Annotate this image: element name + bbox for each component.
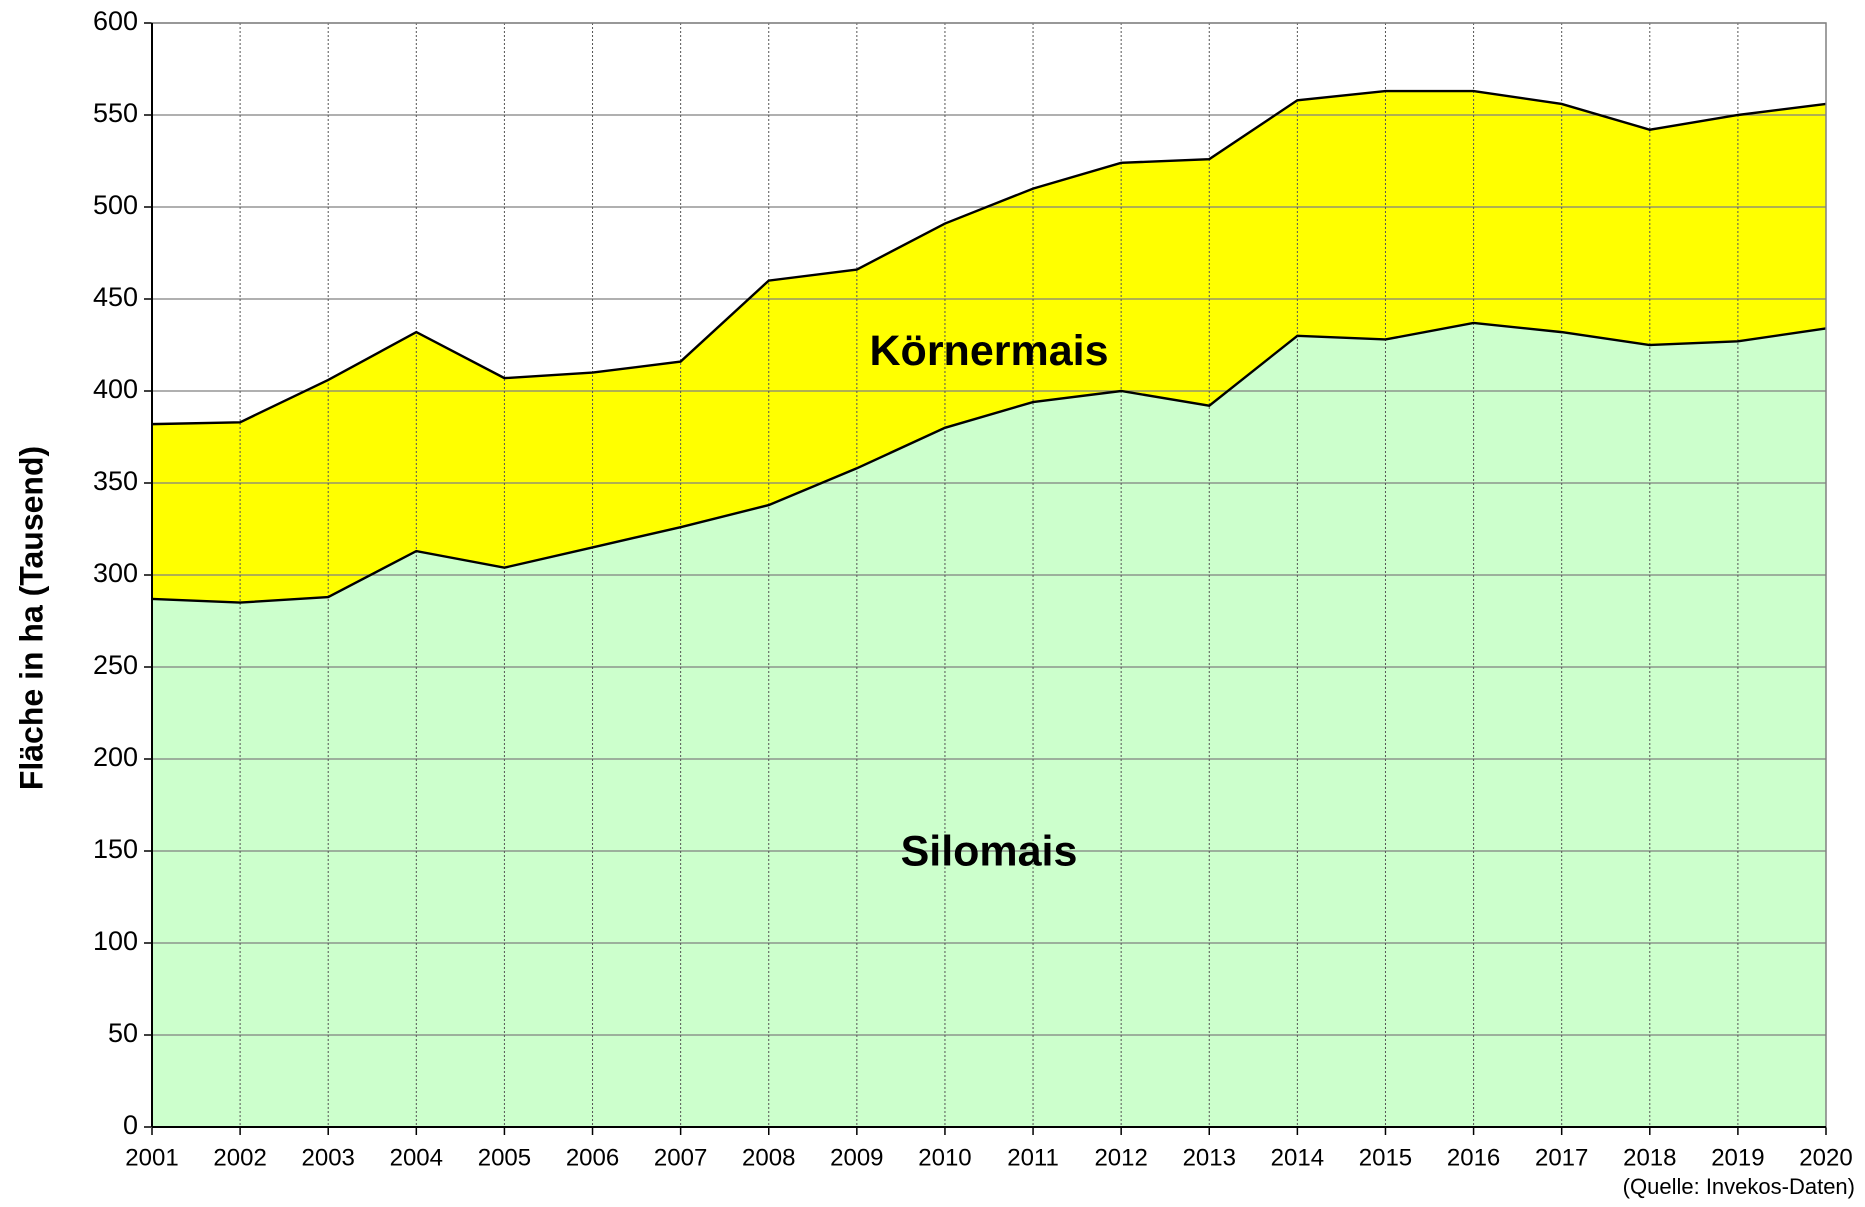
y-tick-label: 250 (93, 650, 138, 680)
area (152, 91, 1826, 603)
y-tick-label: 150 (93, 834, 138, 864)
x-tick-label: 2005 (478, 1144, 531, 1171)
x-tick-label: 2009 (830, 1144, 883, 1171)
y-tick-label: 0 (123, 1110, 138, 1140)
x-tick-label: 2007 (654, 1144, 707, 1171)
x-tick-label: 2001 (125, 1144, 178, 1171)
series-line (151, 89, 1827, 426)
y-tick-label: 400 (93, 374, 138, 404)
series-label: Silomais (901, 827, 1078, 875)
source-note: (Quelle: Invekos-Daten) (1623, 1174, 1855, 1199)
x-tick-label: 2016 (1447, 1144, 1500, 1171)
x-tick-label: 2013 (1183, 1144, 1236, 1171)
x-tick-label: 2019 (1711, 1144, 1764, 1171)
x-tick-label: 2010 (918, 1144, 971, 1171)
y-tick-label: 350 (93, 466, 138, 496)
y-tick-label: 550 (93, 98, 138, 128)
x-tick-label: 2018 (1623, 1144, 1676, 1171)
y-tick-label: 600 (93, 6, 138, 36)
y-tick-label: 100 (93, 926, 138, 956)
x-tick-label: 2002 (213, 1144, 266, 1171)
y-tick-label: 300 (93, 558, 138, 588)
y-tick-label: 50 (108, 1018, 138, 1048)
y-axis-label: Fläche in ha (Tausend) (13, 446, 49, 790)
x-tick-label: 2003 (302, 1144, 355, 1171)
x-tick-label: 2017 (1535, 1144, 1588, 1171)
area (152, 322, 1826, 1127)
x-tick-label: 2006 (566, 1144, 619, 1171)
x-tick-label: 2012 (1094, 1144, 1147, 1171)
x-tick-label: 2008 (742, 1144, 795, 1171)
y-tick-label: 450 (93, 282, 138, 312)
series-line (151, 321, 1827, 604)
series-label: Körnermais (870, 327, 1109, 375)
y-tick-label: 200 (93, 742, 138, 772)
x-tick-label: 2014 (1271, 1144, 1324, 1171)
x-tick-label: 2015 (1359, 1144, 1412, 1171)
x-tick-label: 2004 (390, 1144, 443, 1171)
x-tick-label: 2020 (1799, 1144, 1852, 1171)
x-tick-label: 2011 (1007, 1144, 1059, 1171)
y-tick-label: 500 (93, 190, 138, 220)
